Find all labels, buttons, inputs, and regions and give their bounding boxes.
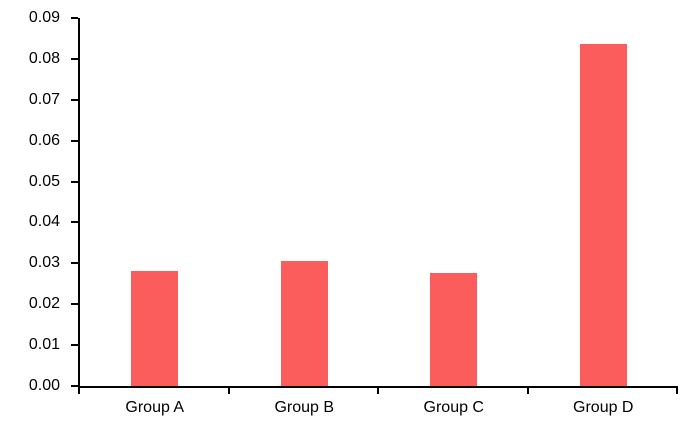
x-tick-mark	[78, 386, 80, 394]
y-tick-mark	[71, 385, 78, 387]
x-axis-label: Group B	[274, 399, 335, 416]
x-tick-mark	[676, 386, 678, 394]
y-tick-label: 0.05	[28, 172, 60, 190]
y-tick-mark	[71, 221, 78, 224]
y-tick-mark	[71, 262, 78, 265]
y-tick-label: 0.03	[28, 254, 60, 272]
x-axis-label: Group C	[423, 399, 484, 416]
y-tick-mark	[71, 303, 78, 306]
y-tick-label: 0.01	[28, 336, 60, 354]
x-tick-mark	[526, 386, 529, 394]
bar-group-d	[579, 43, 627, 386]
y-tick-label: 0.04	[28, 213, 60, 231]
y-tick-label: 0.07	[28, 90, 60, 108]
y-tick-mark	[71, 344, 78, 347]
x-axis-label: Group D	[573, 399, 634, 416]
x-axis-label: Group A	[125, 399, 185, 416]
y-tick-mark	[71, 98, 78, 101]
x-tick-mark	[377, 386, 379, 394]
bar-group-b	[280, 260, 328, 386]
y-tick-mark	[71, 139, 78, 142]
plot-area	[78, 18, 678, 388]
x-tick-mark	[227, 386, 230, 394]
bar-group-c	[430, 272, 478, 386]
y-tick-label: 0.09	[28, 9, 60, 26]
y-tick-label: 0.06	[28, 131, 60, 149]
y-tick-mark	[71, 57, 78, 60]
y-tick-mark	[71, 180, 78, 183]
y-tick-label: 0.08	[28, 49, 60, 67]
y-tick-label: 0.02	[28, 295, 60, 313]
y-tick-mark	[71, 17, 78, 19]
bar-group-a	[131, 271, 179, 386]
y-tick-label: 0.00	[28, 377, 60, 394]
